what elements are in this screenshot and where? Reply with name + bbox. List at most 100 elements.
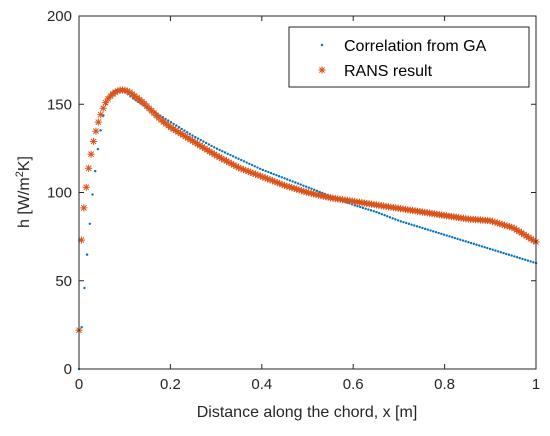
- data-point: [215, 147, 219, 150]
- data-point: [507, 253, 511, 256]
- data-point: [356, 204, 359, 208]
- data-point: [229, 153, 232, 157]
- data-point: [307, 186, 311, 189]
- y-tick-label: 50: [55, 273, 72, 290]
- data-point: [377, 211, 381, 215]
- data-point: [361, 206, 365, 210]
- data-point: [515, 256, 519, 259]
- data-point: [464, 240, 467, 243]
- data-point: [421, 226, 424, 230]
- data-point: [240, 158, 243, 162]
- data-point: [273, 178, 281, 187]
- legend-asterisk: [318, 66, 326, 74]
- data-point: [413, 224, 416, 227]
- data-point: [218, 148, 221, 152]
- data-point: [185, 131, 189, 134]
- data-point: [402, 220, 405, 224]
- data-point: [175, 124, 178, 127]
- legend-marker-rans: [318, 66, 326, 74]
- series-rans: [75, 86, 540, 334]
- y-tick-label: 100: [47, 185, 72, 202]
- x-tick-label: 0.4: [251, 376, 272, 393]
- data-point: [291, 180, 294, 183]
- data-point: [299, 183, 302, 186]
- data-point: [87, 150, 95, 158]
- data-point: [231, 155, 235, 158]
- data-point: [372, 210, 375, 213]
- data-point: [526, 259, 530, 262]
- data-point: [242, 160, 246, 163]
- data-point: [448, 235, 451, 238]
- data-point: [272, 172, 275, 176]
- data-point: [204, 141, 208, 145]
- x-axis-label: Distance along the chord, x [m]: [197, 404, 418, 421]
- data-point: [483, 246, 486, 249]
- data-point: [286, 178, 289, 181]
- data-point: [399, 220, 402, 223]
- data-point: [177, 126, 181, 129]
- data-point: [499, 251, 503, 254]
- data-point: [383, 214, 386, 217]
- data-point: [207, 143, 210, 146]
- data-point: [396, 219, 400, 222]
- data-point: [469, 241, 473, 245]
- data-point: [453, 236, 457, 240]
- data-point: [99, 129, 102, 132]
- data-point: [418, 225, 421, 229]
- data-point: [169, 121, 173, 124]
- data-point: [369, 209, 373, 212]
- data-point: [518, 256, 521, 260]
- data-point: [461, 239, 465, 242]
- data-point: [426, 228, 430, 231]
- data-point: [467, 241, 470, 244]
- data-point: [529, 260, 532, 263]
- data-point: [196, 137, 200, 140]
- data-point: [277, 175, 281, 178]
- data-point: [94, 118, 102, 126]
- data-point: [386, 215, 389, 218]
- data-point: [472, 242, 476, 246]
- data-point: [213, 146, 216, 149]
- data-point: [85, 164, 93, 172]
- data-point: [96, 147, 100, 151]
- data-point: [440, 232, 443, 236]
- data-point: [226, 152, 229, 155]
- data-point: [80, 204, 88, 212]
- data-point: [269, 171, 273, 175]
- data-point: [234, 156, 238, 159]
- y-tick-label: 150: [47, 96, 72, 113]
- data-point: [191, 134, 194, 137]
- y-axis-label: h [W/m2K]: [14, 156, 33, 228]
- data-point: [296, 182, 300, 185]
- x-tick-label: 0.6: [343, 376, 364, 393]
- data-point: [302, 184, 305, 187]
- data-point: [85, 253, 89, 256]
- data-point: [288, 179, 292, 182]
- x-tick-label: 1: [532, 376, 540, 393]
- legend-marker-correlation: [320, 43, 324, 47]
- data-point: [527, 235, 535, 243]
- data-point: [407, 222, 411, 226]
- series-correlation: [77, 88, 538, 371]
- data-point: [101, 99, 110, 107]
- data-point: [250, 163, 254, 167]
- data-point: [94, 169, 97, 173]
- data-point: [434, 230, 438, 234]
- data-point: [180, 127, 183, 131]
- data-point: [99, 104, 107, 112]
- data-point: [256, 166, 259, 169]
- legend-dot: [320, 43, 324, 47]
- data-point: [359, 205, 362, 209]
- data-point: [391, 217, 394, 220]
- data-point: [494, 249, 497, 252]
- data-point: [82, 183, 90, 191]
- x-tick-label: 0: [75, 376, 83, 393]
- data-point: [432, 230, 435, 233]
- data-point: [194, 135, 197, 139]
- y-tick-label: 0: [64, 361, 72, 378]
- data-point: [480, 245, 484, 248]
- data-point: [523, 258, 527, 261]
- data-point: [502, 251, 505, 255]
- data-point: [488, 247, 492, 251]
